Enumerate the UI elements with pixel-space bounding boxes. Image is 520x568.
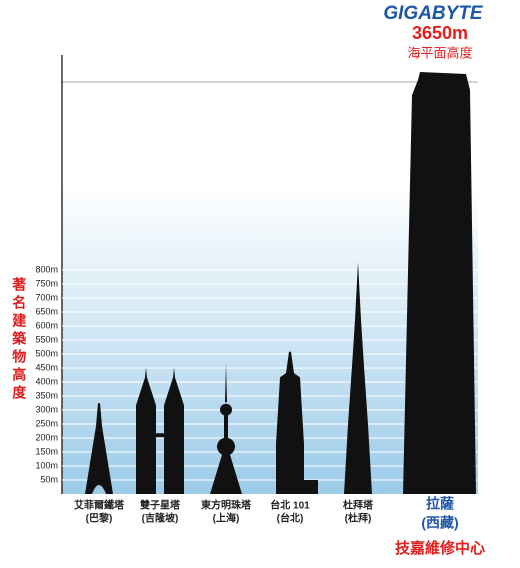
brand-logo: GIGABYTE <box>383 3 484 24</box>
building-silhouette <box>344 262 372 494</box>
y-tick-label: 150m <box>35 446 58 456</box>
y-tick-label: 100m <box>35 460 58 470</box>
highlight-value: 3650m <box>412 23 468 43</box>
x-tick-label: 艾菲爾鐵塔 <box>74 499 125 512</box>
y-tick-label: 650m <box>35 306 58 316</box>
y-tick-label: 300m <box>35 404 58 414</box>
highlight-caption: 技嘉維修中心 <box>395 539 485 557</box>
highlight-location: (西藏) <box>421 515 458 531</box>
y-axis-label-text: 著名建築物高度 <box>11 276 27 403</box>
y-tick-label: 800m <box>35 264 58 274</box>
y-tick-label: 50m <box>40 474 58 484</box>
x-tick-sublabel: (吉隆坡) <box>142 512 179 525</box>
building-silhouette <box>276 351 318 494</box>
highlight-silhouette <box>403 72 476 494</box>
y-tick-label: 350m <box>35 390 58 400</box>
y-tick-label: 200m <box>35 432 58 442</box>
building-silhouette <box>210 362 242 494</box>
y-tick-label: 500m <box>35 348 58 358</box>
x-tick-sublabel: (上海) <box>213 512 240 525</box>
y-axis-label: 著名建築物高度 <box>11 276 27 403</box>
y-tick-label: 600m <box>35 320 58 330</box>
x-tick-label: 東方明珠塔 <box>201 499 252 512</box>
highlight-note: 海平面高度 <box>407 45 472 60</box>
x-tick-sublabel: (杜拜) <box>345 512 372 525</box>
y-tick-label: 700m <box>35 292 58 302</box>
x-tick-sublabel: (巴黎) <box>86 512 113 525</box>
y-tick-label: 250m <box>35 418 58 428</box>
building-silhouette <box>85 403 113 494</box>
y-tick-label: 400m <box>35 376 58 386</box>
y-tick-label: 750m <box>35 278 58 288</box>
y-tick-label: 450m <box>35 362 58 372</box>
building-silhouette <box>136 367 184 494</box>
x-tick-label: 杜拜塔 <box>343 499 374 512</box>
x-tick-label: 雙子星塔 <box>140 499 181 512</box>
highlight-name: 拉薩 <box>426 496 454 512</box>
x-tick-sublabel: (台北) <box>277 512 304 525</box>
x-tick-label: 台北 101 <box>270 499 310 512</box>
y-tick-label: 550m <box>35 334 58 344</box>
